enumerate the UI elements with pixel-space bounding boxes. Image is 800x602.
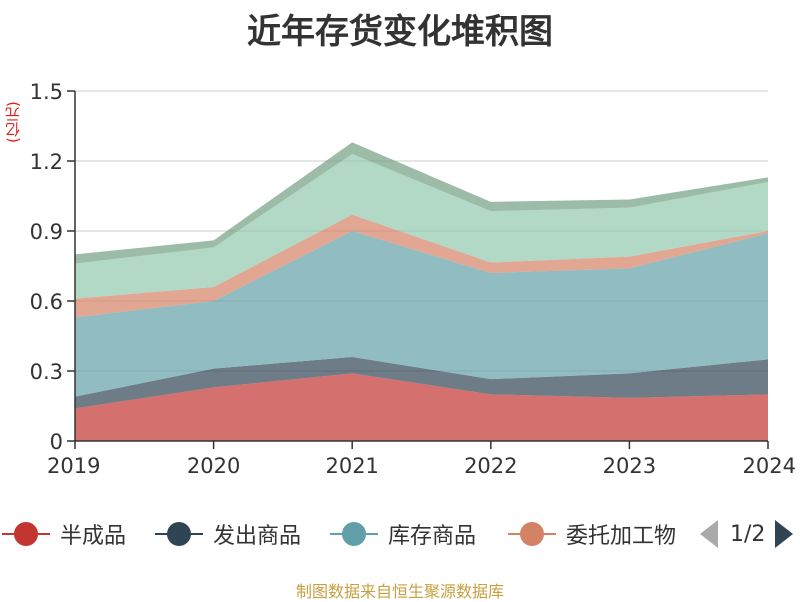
legend-label: 委托加工物 (566, 524, 677, 549)
legend: 半成品 发出商品 库存商品 委托加工物 (0, 512, 800, 556)
y-tick-label: 1.5 (30, 80, 63, 104)
area-series-在产品 (75, 142, 768, 264)
legend-swatch (2, 522, 50, 546)
legend-label: 半成品 (60, 524, 127, 549)
area-series-委托加工物资 (75, 214, 768, 318)
x-tick-label: 2020 (187, 454, 240, 478)
y-tick-label: 0.9 (30, 220, 63, 244)
y-tick-label: 0.6 (30, 290, 63, 314)
legend-dot (520, 522, 544, 546)
y-tick-label: 0.3 (30, 360, 63, 384)
x-tick-label: 2024 (743, 454, 796, 478)
legend-item[interactable]: 库存商品 (330, 512, 476, 556)
legend-dot (342, 522, 366, 546)
legend-label: 发出商品 (213, 524, 302, 549)
stacked-area-chart: 0 0.3 0.6 0.9 1.2 1.5 2019 2020 2021 2022 2023 2024 (30, 80, 796, 478)
area-series-原材料 (75, 154, 768, 299)
legend-swatch (330, 522, 378, 546)
legend-dot (14, 522, 38, 546)
legend-swatch (508, 522, 556, 546)
x-tick-label: 2019 (47, 454, 100, 478)
area-series-库存商品 (75, 231, 768, 397)
x-tick-label: 2021 (325, 454, 378, 478)
legend-item[interactable]: 发出商品 (155, 512, 301, 556)
next-page-icon[interactable] (775, 520, 794, 548)
legend-page-indicator: 1/2 (730, 521, 766, 547)
area-series-半成品 (75, 373, 768, 441)
area-series (75, 142, 768, 441)
legend-dot (167, 522, 191, 546)
x-tick-label: 2023 (603, 454, 656, 478)
legend-item[interactable]: 半成品 (2, 512, 126, 556)
y-tick-label: 0 (50, 430, 63, 454)
x-tick-label: 2022 (464, 454, 517, 478)
legend-label: 库存商品 (388, 524, 477, 549)
data-source-note: 制图数据来自恒生聚源数据库 (295, 582, 504, 601)
legend-swatch (155, 522, 203, 546)
y-tick-label: 1.2 (30, 150, 63, 174)
axes: 0 0.3 0.6 0.9 1.2 1.5 2019 2020 2021 2022 2023 2024 (30, 80, 796, 478)
previous-page-icon[interactable] (700, 520, 718, 548)
legend-pager: 1/2 (700, 512, 794, 556)
legend-item[interactable]: 委托加工物 (508, 512, 676, 556)
area-series-发出商品 (75, 357, 768, 409)
chart-title: 近年存货变化堆积图 (247, 12, 553, 52)
